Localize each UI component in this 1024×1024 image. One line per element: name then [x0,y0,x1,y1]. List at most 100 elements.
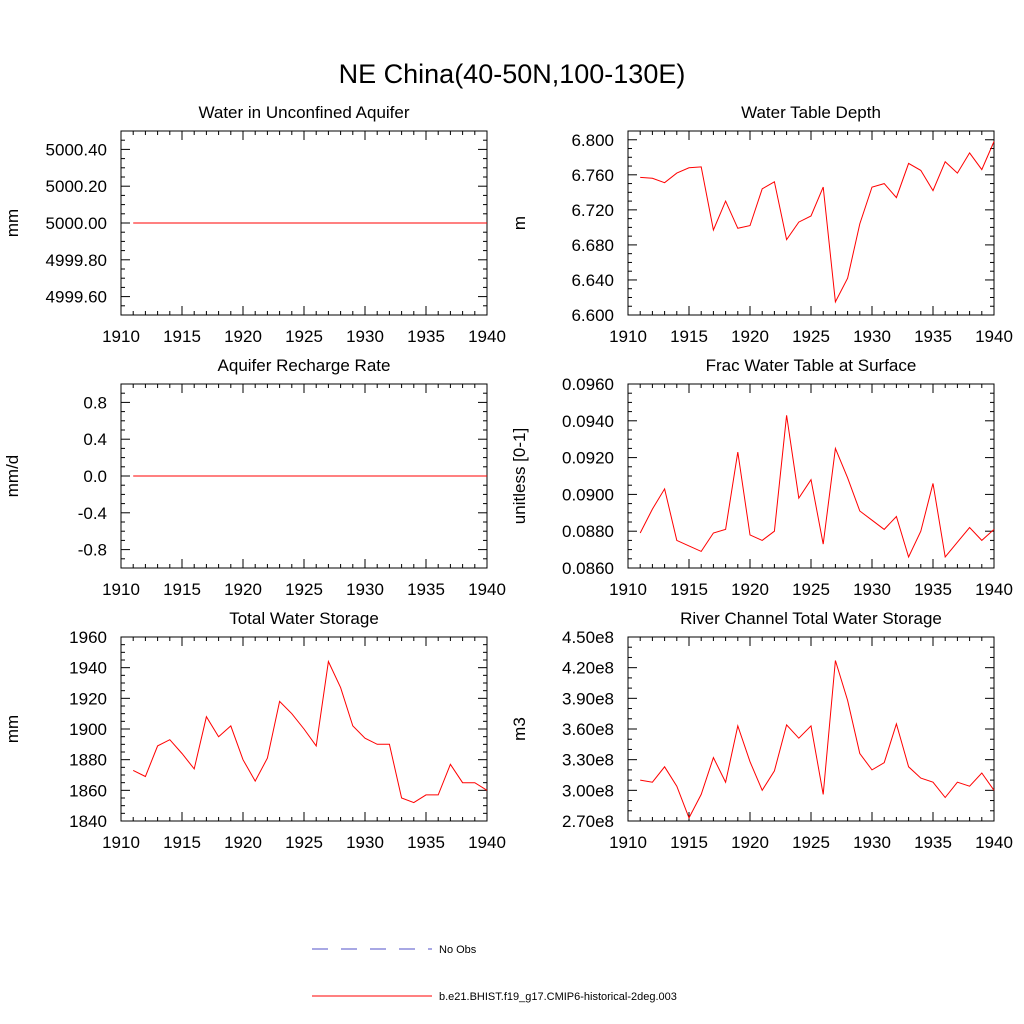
x-tick-label: 1925 [792,833,830,852]
panel-title: Total Water Storage [229,609,379,628]
y-tick-label: 2.70e8 [562,812,614,831]
y-tick-label: 5000.20 [46,177,107,196]
x-tick-label: 1925 [792,580,830,599]
legend-obs-label: No Obs [439,944,477,956]
x-tick-label: 1930 [853,833,891,852]
x-tick-label: 1940 [975,327,1013,346]
y-tick-label: 6.720 [571,201,614,220]
y-axis-label: unitless [0-1] [510,428,529,524]
x-tick-label: 1910 [102,580,140,599]
y-axis-label: m3 [510,717,529,741]
x-tick-label: 1940 [468,327,506,346]
series-line-0 [132,659,488,804]
x-tick-label: 1935 [914,580,952,599]
panel-title: Water in Unconfined Aquifer [198,103,409,122]
panel-5: River Channel Total Water Storage m3 1910 1… [510,609,1013,852]
x-tick-label: 1940 [975,580,1013,599]
x-tick-label: 1920 [731,833,769,852]
plot-frame [627,130,995,316]
y-tick-label: 0.0960 [562,375,614,394]
panel-title: Frac Water Table at Surface [706,356,917,375]
x-tick-label: 1920 [224,327,262,346]
x-tick-label: 1910 [609,327,647,346]
x-tick-label: 1910 [102,833,140,852]
y-tick-label: 3.00e8 [562,781,614,800]
panel-title: Water Table Depth [741,103,881,122]
x-tick-label: 1910 [609,580,647,599]
y-tick-label: 0.8 [83,393,107,412]
plot-frame [627,383,995,569]
x-tick-label: 1910 [102,327,140,346]
y-axis-label: m [510,216,529,230]
y-tick-label: 6.640 [571,271,614,290]
plot-frame [627,636,995,822]
y-tick-label: 3.60e8 [562,720,614,739]
panel-0: Water in Unconfined Aquifer mm 1910 1915 192… [3,103,506,346]
x-tick-label: 1930 [346,327,384,346]
y-tick-label: 0.0940 [562,412,614,431]
series-line-0 [639,415,995,559]
y-axis-label: mm [3,715,22,743]
x-tick-label: 1935 [407,327,445,346]
x-tick-label: 1915 [163,327,201,346]
y-tick-label: 6.800 [571,131,614,150]
x-tick-label: 1920 [224,580,262,599]
y-axis-label: mm [3,209,22,237]
y-tick-label: -0.4 [78,504,107,523]
y-tick-label: 5000.00 [46,214,107,233]
x-tick-label: 1930 [853,327,891,346]
x-tick-label: 1940 [468,833,506,852]
x-tick-label: 1920 [731,580,769,599]
y-tick-label: 0.0860 [562,559,614,578]
y-tick-label: 6.760 [571,166,614,185]
x-tick-label: 1920 [731,327,769,346]
y-tick-label: 1960 [69,628,107,647]
y-tick-label: 4999.80 [46,251,107,270]
page-title: NE China(40-50N,100-130E) [339,59,686,89]
y-tick-label: 6.680 [571,236,614,255]
y-axis-label: mm/d [3,455,22,498]
series-line-0 [640,141,995,304]
x-tick-label: 1915 [670,580,708,599]
panel-3: Frac Water Table at Surface unitless [0-1… [510,356,1013,599]
x-tick-label: 1940 [975,833,1013,852]
y-tick-label: 1880 [69,751,107,770]
x-tick-label: 1925 [285,327,323,346]
x-tick-label: 1930 [346,833,384,852]
y-tick-label: 1920 [69,689,107,708]
y-tick-label: 1940 [69,659,107,678]
y-tick-label: 1840 [69,812,107,831]
y-tick-label: 5000.40 [46,140,107,159]
y-tick-label: -0.8 [78,541,107,560]
y-tick-label: 0.4 [83,430,107,449]
x-tick-label: 1925 [285,580,323,599]
panel-4: Total Water Storage mm 1910 1915 1920 1925 193… [3,609,506,852]
x-tick-label: 1930 [346,580,384,599]
y-tick-label: 0.0900 [562,485,614,504]
x-tick-label: 1915 [163,833,201,852]
y-tick-label: 4.20e8 [562,659,614,678]
panel-title: River Channel Total Water Storage [680,609,942,628]
x-tick-label: 1915 [670,327,708,346]
x-tick-label: 1930 [853,580,891,599]
panels: Water in Unconfined Aquifer mm 1910 1915 192… [3,103,1013,852]
legend-model-label: b.e21.BHIST.f19_g17.CMIP6-historical-2de… [439,991,677,1003]
y-tick-label: 3.30e8 [562,751,614,770]
x-tick-label: 1940 [468,580,506,599]
y-tick-label: 1900 [69,720,107,739]
x-tick-label: 1915 [163,580,201,599]
panel-title: Aquifer Recharge Rate [218,356,391,375]
x-tick-label: 1935 [914,327,952,346]
x-tick-label: 1935 [407,580,445,599]
y-tick-label: 0.0920 [562,449,614,468]
x-tick-label: 1915 [670,833,708,852]
y-tick-label: 4999.60 [46,288,107,307]
y-tick-label: 6.600 [571,306,614,325]
y-tick-label: 3.90e8 [562,689,614,708]
y-tick-label: 0.0 [83,467,107,486]
y-tick-label: 1860 [69,781,107,800]
panel-1: Water Table Depth m 1910 1915 1920 1925 1930 19… [510,103,1013,346]
x-tick-label: 1935 [914,833,952,852]
x-tick-label: 1925 [792,327,830,346]
x-tick-label: 1910 [609,833,647,852]
